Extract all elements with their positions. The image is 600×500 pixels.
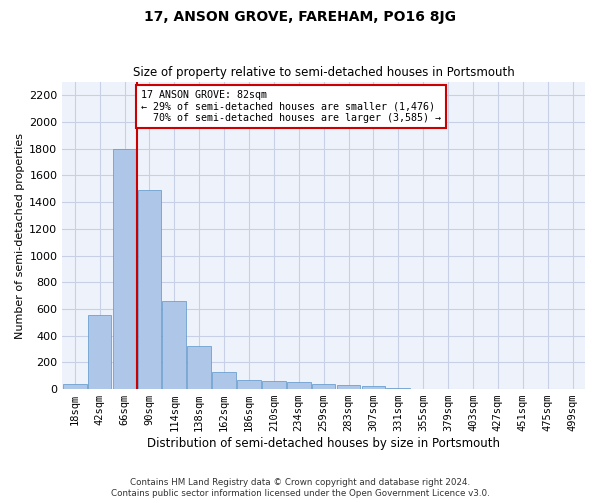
Bar	[312, 384, 335, 389]
Bar	[137, 190, 161, 389]
Text: 17, ANSON GROVE, FAREHAM, PO16 8JG: 17, ANSON GROVE, FAREHAM, PO16 8JG	[144, 10, 456, 24]
Bar	[187, 346, 211, 389]
Bar	[88, 315, 112, 389]
Bar	[163, 301, 186, 389]
Bar	[386, 388, 410, 389]
Bar	[287, 382, 311, 389]
Title: Size of property relative to semi-detached houses in Portsmouth: Size of property relative to semi-detach…	[133, 66, 515, 80]
Text: 17 ANSON GROVE: 82sqm
← 29% of semi-detached houses are smaller (1,476)
  70% of: 17 ANSON GROVE: 82sqm ← 29% of semi-deta…	[140, 90, 440, 124]
Bar	[237, 380, 261, 389]
Bar	[63, 384, 86, 389]
X-axis label: Distribution of semi-detached houses by size in Portsmouth: Distribution of semi-detached houses by …	[147, 437, 500, 450]
Y-axis label: Number of semi-detached properties: Number of semi-detached properties	[15, 132, 25, 338]
Bar	[113, 149, 136, 389]
Bar	[212, 372, 236, 389]
Bar	[262, 381, 286, 389]
Bar	[362, 386, 385, 389]
Text: Contains HM Land Registry data © Crown copyright and database right 2024.
Contai: Contains HM Land Registry data © Crown c…	[110, 478, 490, 498]
Bar	[337, 385, 361, 389]
